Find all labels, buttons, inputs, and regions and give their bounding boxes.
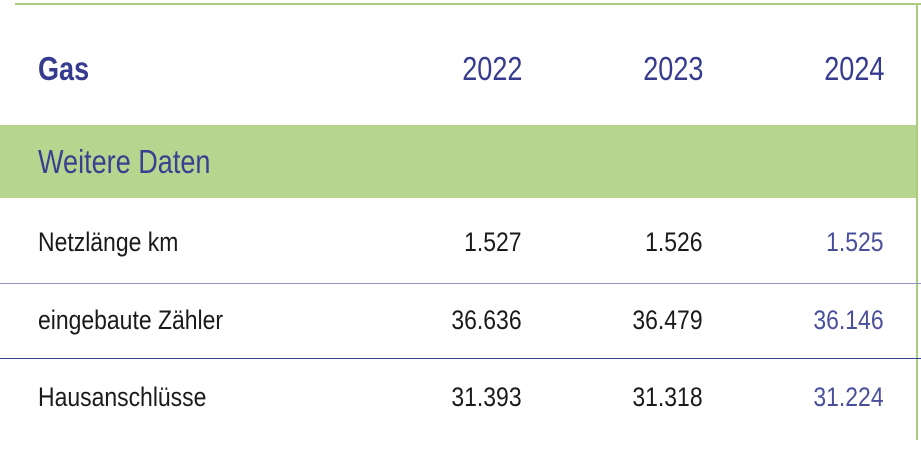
year-header: 2022 [461,50,522,87]
section-title: Weitere Daten [38,143,211,180]
row-separator [0,358,921,359]
value-cell: 36.146 [813,305,884,335]
row-label: Netzlänge km [38,227,179,257]
right-border [916,3,918,440]
value-cell: 1.525 [826,227,884,257]
value-cell: 36.479 [632,305,703,335]
section-band [0,125,916,198]
value-cell: 1.527 [464,227,522,257]
top-border [15,3,921,5]
row-separator [0,283,921,284]
value-cell: 1.526 [645,227,703,257]
value-cell: 31.318 [632,382,703,412]
value-cell: 36.636 [451,305,522,335]
row-label: Hausanschlüsse [38,382,207,412]
value-cell: 31.393 [451,382,522,412]
table-title: Gas [38,50,90,87]
row-label: eingebaute Zähler [38,305,224,335]
value-cell: 31.224 [813,382,884,412]
year-header: 2024 [823,50,884,87]
year-header: 2023 [642,50,703,87]
